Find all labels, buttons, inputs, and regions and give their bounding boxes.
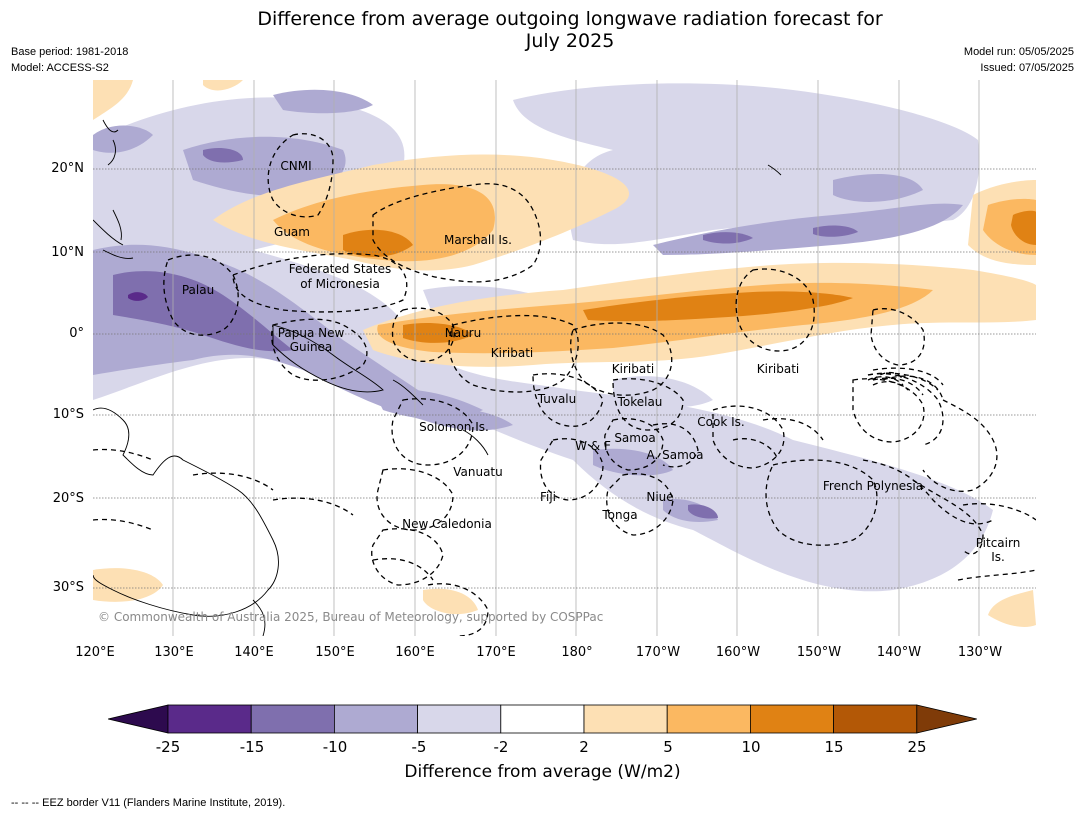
header-left: Base period: 1981-2018 Model: ACCESS-S2 [11, 44, 128, 76]
header-right: Model run: 05/05/2025 Issued: 07/05/2025 [964, 44, 1074, 76]
x-tick: 180° [561, 645, 593, 660]
label-guam: Guam [274, 225, 310, 239]
model-name: Model: ACCESS-S2 [11, 62, 109, 74]
y-tick: 30°S [52, 580, 84, 595]
y-tick: 0° [69, 326, 84, 341]
label-fsm-line1: Federated States [289, 262, 391, 276]
latitude-lines [93, 168, 1036, 589]
label-kiribati-central: Kiribati [612, 362, 654, 376]
y-tick: 10°S [52, 407, 84, 422]
colorbar-label: 10 [741, 738, 761, 756]
colorbar-title: Difference from average (W/m2) [404, 762, 681, 782]
label-wallis-futuna: W & F [575, 439, 611, 453]
label-niue: Niue [646, 490, 673, 504]
x-tick: 150°W [796, 645, 842, 660]
label-cook: Cook Is. [697, 415, 744, 429]
colorbar-label: -25 [155, 738, 181, 756]
eez-borders [93, 133, 1036, 636]
x-tick: 130°E [154, 645, 194, 660]
label-fiji: Fiji [540, 490, 556, 504]
y-tick: 20°N [51, 161, 84, 176]
colorbar-segment [167, 704, 252, 734]
colorbar-segment [250, 704, 335, 734]
model-run: Model run: 05/05/2025 [963, 46, 1074, 58]
label-tuvalu: Tuvalu [537, 392, 577, 406]
y-tick: 10°N [51, 245, 84, 260]
label-kiribati-west: Kiribati [491, 346, 533, 360]
x-tick: 120°E [75, 645, 115, 660]
copyright-note: © Commonwealth of Australia 2025, Bureau… [98, 610, 603, 624]
label-tokelau: Tokelau [617, 395, 663, 409]
label-pitcairn-line2: Is. [991, 550, 1005, 564]
x-tick: 140°W [876, 645, 922, 660]
colorbar-segment [666, 704, 751, 734]
colorbar-label: 15 [824, 738, 844, 756]
forecast-map: CNMI Guam Marshall Is. Federated States … [93, 80, 1036, 636]
colorbar-label: 25 [907, 738, 927, 756]
label-fsm-line2: of Micronesia [300, 277, 380, 291]
x-tick: 140°E [234, 645, 274, 660]
label-marshall: Marshall Is. [444, 233, 512, 247]
y-tick: 20°S [52, 491, 84, 506]
issued-date: Issued: 07/05/2025 [980, 62, 1074, 74]
colorbar-label: -10 [322, 738, 348, 756]
x-tick: 150°E [315, 645, 355, 660]
label-png-line1: Papua New [278, 326, 345, 340]
positive-anomaly-fields [93, 80, 1036, 627]
label-pitcairn-line1: Pitcairn [976, 536, 1021, 550]
map-title: Difference from average outgoing longwav… [0, 8, 1085, 52]
x-tick: 160°E [395, 645, 435, 660]
eez-footnote: -- -- -- EEZ border V11 (Flanders Marine… [11, 797, 286, 809]
colorbar-segment [500, 704, 585, 734]
x-tick: 170°W [635, 645, 681, 660]
colorbar-extend-high [916, 704, 977, 734]
place-labels: CNMI Guam Marshall Is. Federated States … [182, 159, 1020, 564]
colorbar-label: -15 [239, 738, 265, 756]
label-solomon: Solomon Is. [419, 420, 489, 434]
label-american-samoa: A. Samoa [647, 448, 704, 462]
title-line-1: Difference from average outgoing longwav… [257, 8, 883, 30]
label-nauru: Nauru [445, 326, 481, 340]
label-new-caledonia: New Caledonia [402, 517, 492, 531]
label-samoa: Samoa [614, 431, 655, 445]
label-tonga: Tonga [601, 508, 637, 522]
label-french-polynesia: French Polynesia [823, 479, 923, 493]
coastlines [93, 119, 782, 636]
x-tick: 170°E [476, 645, 516, 660]
label-kiribati-east: Kiribati [757, 362, 799, 376]
x-tick: 160°W [715, 645, 761, 660]
base-period: Base period: 1981-2018 [11, 46, 129, 58]
colorbar-segment [750, 704, 835, 734]
label-vanuatu: Vanuatu [453, 465, 503, 479]
title-line-2: July 2025 [525, 30, 615, 52]
x-tick: 130°W [957, 645, 1003, 660]
colorbar [108, 704, 977, 734]
colorbar-label: -5 [411, 738, 427, 756]
colorbar-segment [417, 704, 502, 734]
colorbar-extend-low [108, 704, 169, 734]
colorbar-label: -2 [493, 738, 509, 756]
colorbar-segment [833, 704, 918, 734]
label-png-line2: Guinea [290, 340, 333, 354]
colorbar-label: 2 [579, 738, 589, 756]
colorbar-segment [583, 704, 668, 734]
label-cnmi: CNMI [280, 159, 311, 173]
colorbar-label: 5 [663, 738, 673, 756]
colorbar-segment [333, 704, 418, 734]
label-palau: Palau [182, 283, 214, 297]
